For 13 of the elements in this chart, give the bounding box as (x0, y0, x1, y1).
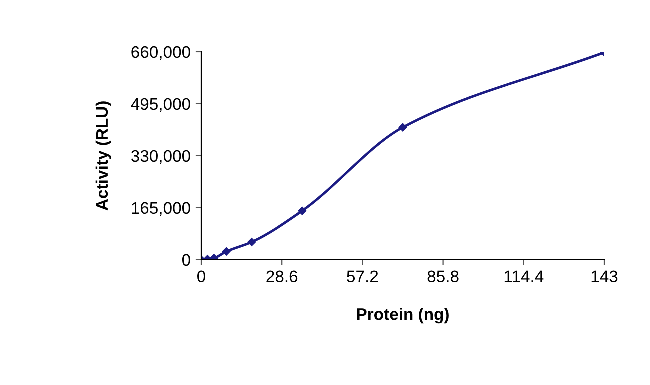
y-tick-label: 495,000 (131, 98, 190, 112)
y-tick-label: 330,000 (131, 150, 190, 164)
y-tick-label: 0 (182, 254, 190, 266)
y-tick-label: 660,000 (132, 46, 190, 60)
x-tick-label: 57.2 (347, 270, 378, 283)
x-tick-label: 28.6 (266, 270, 298, 283)
x-tick-label: 114.4 (504, 270, 544, 282)
x-tick-label: 85.8 (428, 270, 459, 283)
x-tick-label: 143 (592, 270, 618, 283)
x-axis-title: Protein (ng) (357, 308, 449, 324)
y-tick-label: 165,000 (132, 202, 190, 216)
y-axis-title: Activity (RLU) (96, 102, 112, 211)
x-tick-label: 0 (198, 270, 206, 283)
